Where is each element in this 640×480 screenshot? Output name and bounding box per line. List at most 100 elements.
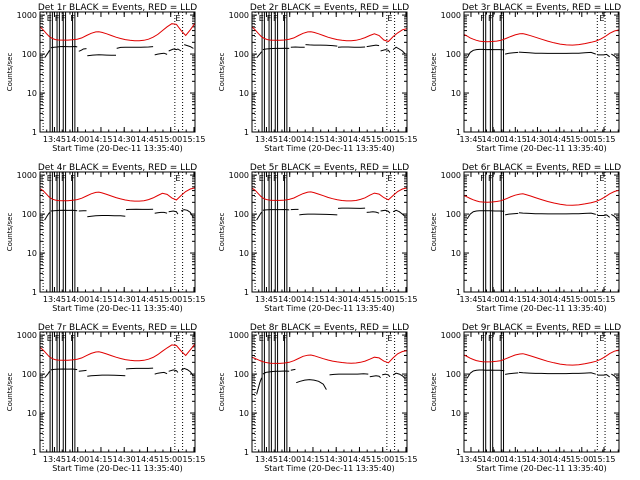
x-tick-label: 15:00 (570, 135, 593, 144)
events-rate-line (125, 367, 154, 370)
interval-marker: F (61, 14, 66, 23)
x-tick-label: 15:15 (182, 455, 205, 464)
detector-panel: Det 9r BLACK = Events, RED = LLD 1 10 100 10… (430, 323, 621, 473)
events-rate-line (262, 47, 290, 51)
events-rate-line (78, 369, 87, 372)
events-rate-line (380, 209, 391, 214)
detector-panel: Det 3r BLACK = Events, RED = LLD 1 10 100 10… (430, 3, 621, 153)
events-rate-line (44, 212, 51, 221)
events-rate-line (87, 54, 116, 57)
x-tick-label: 13:45 (43, 455, 66, 464)
events-rate-line (366, 44, 380, 48)
x-tick-label: 14:15 (301, 295, 324, 304)
x-tick-label: 15:00 (159, 135, 182, 144)
interval-marker: F (480, 174, 485, 183)
interval-marker: F (488, 174, 493, 183)
x-tick-label: 14:30 (325, 295, 348, 304)
y-tick-label: 10 (27, 249, 37, 258)
y-tick-label: 100 (446, 370, 461, 379)
y-tick-label: 10 (239, 89, 249, 98)
lld-rate-line (463, 349, 620, 366)
events-rate-line (168, 369, 179, 373)
events-rate-line (154, 52, 168, 56)
y-tick-label: 1 (456, 448, 461, 457)
x-tick-label: 14:00 (482, 295, 505, 304)
x-tick-label: 14:45 (348, 455, 371, 464)
interval-marker: F (273, 334, 278, 343)
events-rate-line (50, 368, 78, 371)
y-tick-label: 10 (239, 249, 249, 258)
events-rate-line (597, 214, 611, 218)
lld-rate-line (251, 26, 408, 43)
x-axis-label: Start Time (20-Dec-11 13:35:40) (52, 144, 183, 153)
y-tick-label: 10 (451, 409, 461, 418)
events-rate-line (299, 213, 338, 216)
x-tick-label: 14:00 (482, 455, 505, 464)
events-rate-line (256, 51, 263, 59)
y-tick-label: 1000 (441, 11, 461, 20)
events-rate-line (44, 371, 51, 379)
y-axis-label: Counts/sec (218, 213, 226, 252)
y-axis-label: Counts/sec (430, 53, 438, 92)
x-tick-label: 15:15 (394, 135, 417, 144)
plot-frame (39, 331, 196, 453)
y-axis-label: Counts/sec (6, 373, 14, 412)
x-tick-label: 14:00 (482, 135, 505, 144)
y-tick-label: 1 (244, 128, 249, 137)
panel-title: Det 4r BLACK = Events, RED = LLD (38, 163, 197, 173)
y-tick-label: 1 (456, 288, 461, 297)
interval-marker: E (175, 14, 180, 23)
interval-marker: F (70, 14, 75, 23)
detector-panel: Det 4r BLACK = Events, RED = LLD 1 10 100 10… (6, 163, 205, 313)
x-tick-label: 15:00 (371, 455, 394, 464)
interval-marker: E (599, 174, 604, 183)
x-tick-label: 13:45 (255, 455, 278, 464)
plot-frame (251, 11, 408, 133)
x-tick-label: 15:00 (371, 135, 394, 144)
events-rate-line (87, 374, 126, 377)
x-tick-label: 14:15 (504, 295, 527, 304)
interval-marker: E (387, 174, 392, 183)
panel-title: Det 8r BLACK = Events, RED = LLD (250, 323, 409, 333)
interval-marker: F (61, 334, 66, 343)
plot-frame (251, 171, 408, 293)
interval-marker: F (282, 14, 287, 23)
interval-marker: F (480, 14, 485, 23)
events-rate-line (518, 212, 596, 215)
x-tick-label: 14:00 (66, 455, 89, 464)
x-tick-label: 15:15 (592, 295, 615, 304)
x-tick-label: 14:45 (136, 455, 159, 464)
y-tick-label: 10 (451, 89, 461, 98)
x-tick-label: 14:30 (526, 455, 549, 464)
y-tick-label: 1 (244, 448, 249, 457)
y-tick-label: 100 (234, 210, 249, 219)
events-rate-line (50, 45, 78, 49)
x-tick-label: 14:00 (278, 135, 301, 144)
interval-marker: F (267, 174, 272, 183)
events-rate-line (296, 379, 327, 390)
y-axis-label: Counts/sec (218, 373, 226, 412)
x-axis-label: Start Time (20-Dec-11 13:35:40) (264, 144, 395, 153)
x-tick-label: 15:15 (182, 295, 205, 304)
interval-marker: E (599, 334, 604, 343)
interval-marker: F (55, 334, 60, 343)
x-tick-label: 14:15 (504, 135, 527, 144)
x-tick-label: 15:15 (394, 295, 417, 304)
interval-marker: F (488, 14, 493, 23)
x-axis-label: Start Time (20-Dec-11 13:35:40) (476, 464, 607, 473)
events-rate-line (611, 213, 618, 220)
y-tick-label: 1000 (229, 171, 249, 180)
events-rate-line (518, 51, 596, 55)
interval-marker: F (480, 334, 485, 343)
events-rate-line (256, 211, 263, 221)
y-tick-label: 10 (27, 89, 37, 98)
events-rate-line (180, 367, 194, 377)
interval-marker: F (282, 334, 287, 343)
interval-marker: E (387, 334, 392, 343)
interval-marker: F (499, 334, 504, 343)
events-rate-line (168, 48, 182, 52)
events-rate-line (50, 209, 78, 212)
y-tick-label: 100 (22, 50, 37, 59)
y-tick-label: 10 (451, 249, 461, 258)
x-axis-label: Start Time (20-Dec-11 13:35:40) (264, 304, 395, 313)
